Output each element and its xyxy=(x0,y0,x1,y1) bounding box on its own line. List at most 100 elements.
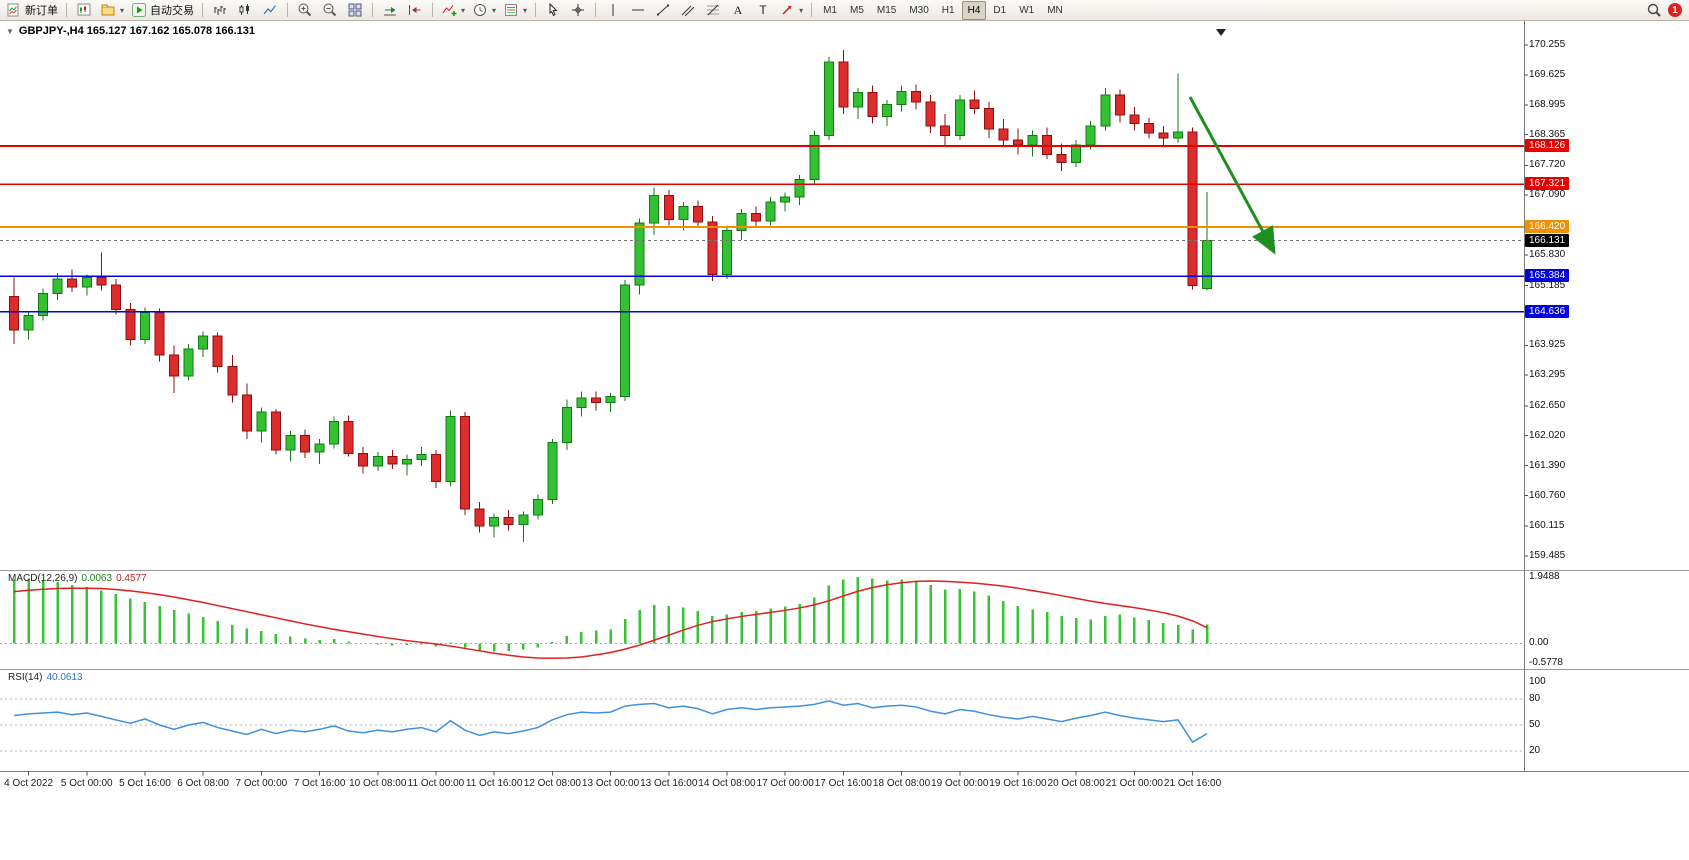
candle-body xyxy=(256,411,267,432)
time-axis-label: 6 Oct 08:00 xyxy=(177,778,229,789)
timeframe-button-h4[interactable]: H4 xyxy=(961,0,987,20)
candle-body xyxy=(1042,134,1053,155)
trendline-icon xyxy=(655,2,671,18)
macd-label: MACD(12,26,9) xyxy=(8,573,78,584)
text-label-button[interactable]: T xyxy=(751,0,775,20)
price-axis-label: 162.020 xyxy=(1529,429,1566,441)
price-axis-label: 160.760 xyxy=(1529,489,1566,501)
trendline-button[interactable] xyxy=(651,0,675,20)
candle-body xyxy=(67,278,78,288)
candle-body xyxy=(227,365,238,396)
candle-body xyxy=(314,443,325,453)
candle-body xyxy=(1187,131,1198,286)
candle-body xyxy=(547,441,558,500)
fibonacci-button[interactable] xyxy=(701,0,725,20)
timeframe-button-mn[interactable]: MN xyxy=(1047,4,1063,16)
rsi-line xyxy=(13,700,1208,744)
vertical-line-button[interactable] xyxy=(601,0,625,20)
periods-button[interactable]: ▾ xyxy=(469,0,499,20)
zoom-in-icon xyxy=(297,2,313,18)
bar-chart-button[interactable] xyxy=(208,0,232,20)
new-chart-icon xyxy=(76,2,92,18)
zoom-out-button[interactable] xyxy=(318,0,342,20)
new-order-button[interactable]: 新订单 xyxy=(3,0,61,20)
toolbar-buttons: 新订单 ▾ 自动交易 ▾ ▾ ▾ A T ▾ M1 M5 M15 M30 H1 H4 D1 W1 MN xyxy=(3,0,1069,20)
price-axis-label: 170.255 xyxy=(1529,39,1566,50)
candle-body xyxy=(780,196,791,203)
arrows-button[interactable]: ▾ xyxy=(776,0,806,20)
equidistant-channel-button[interactable] xyxy=(676,0,700,20)
arrows-icon xyxy=(779,2,795,18)
timeframe-button-m30[interactable]: M30 xyxy=(909,4,929,16)
notification-badge[interactable]: 1 xyxy=(1668,3,1682,17)
horizontal-line-button[interactable] xyxy=(626,0,650,20)
candle-body xyxy=(765,201,776,222)
price-axis-label: 163.295 xyxy=(1529,369,1566,381)
candle-body xyxy=(329,420,340,445)
time-axis-label: 21 Oct 00:00 xyxy=(1105,778,1163,789)
candle-body xyxy=(983,107,994,130)
time-axis-label: 19 Oct 00:00 xyxy=(931,778,989,789)
bars-icon xyxy=(212,2,228,18)
candle-body xyxy=(1071,144,1082,163)
fibonacci-icon xyxy=(705,2,721,18)
price-axis-label: 162.650 xyxy=(1529,399,1566,411)
candlestick-chart-button[interactable] xyxy=(233,0,257,20)
chart-shift-button[interactable] xyxy=(403,0,427,20)
candle-body xyxy=(882,104,892,117)
hline-price-tag[interactable]: 167.321 xyxy=(1525,177,1570,191)
templates-button[interactable]: ▾ xyxy=(500,0,530,20)
candle-body xyxy=(9,296,19,331)
profiles-button[interactable]: ▾ xyxy=(97,0,127,20)
cursor-button[interactable] xyxy=(541,0,565,20)
candle-body xyxy=(838,61,849,108)
caret-down-icon: ▾ xyxy=(492,5,497,15)
auto-scroll-button[interactable] xyxy=(378,0,402,20)
timeframe-button-m15[interactable]: M15 xyxy=(876,4,897,16)
timeframe-button-m1[interactable]: M1 xyxy=(823,4,837,16)
candle-body xyxy=(1114,94,1125,116)
timeframe-button-h1[interactable]: H1 xyxy=(941,4,955,16)
candle-body xyxy=(474,508,485,527)
hline-price-tag[interactable]: 168.126 xyxy=(1525,139,1570,152)
macd-title: MACD(12,26,9) 0.0063 0.4577 xyxy=(8,573,147,584)
time-axis-label: 12 Oct 08:00 xyxy=(523,778,581,789)
price-axis-label: 168.365 xyxy=(1529,128,1566,140)
hline-price-tag[interactable]: 164.636 xyxy=(1525,304,1570,318)
candle-body xyxy=(1173,131,1183,139)
collapse-triangle-icon[interactable]: ▼ xyxy=(6,26,14,36)
rsi-axis-label: 100 xyxy=(1529,676,1546,687)
toolbar-separator xyxy=(595,3,597,17)
indicators-button[interactable]: ▾ xyxy=(438,0,468,20)
hline-price-tag[interactable]: 165.384 xyxy=(1525,269,1570,283)
candle-body xyxy=(925,101,936,127)
time-axis-label: 5 Oct 16:00 xyxy=(119,778,171,789)
candle-body xyxy=(561,406,572,443)
candle-body xyxy=(736,213,747,231)
candle-body xyxy=(852,92,863,108)
tile-windows-button[interactable] xyxy=(343,0,367,20)
crosshair-button[interactable] xyxy=(566,0,590,20)
time-axis-label: 11 Oct 00:00 xyxy=(407,778,465,789)
svg-text:T: T xyxy=(759,3,767,17)
toolbar-separator xyxy=(202,3,204,17)
new-chart-button[interactable] xyxy=(72,0,96,20)
line-chart-button[interactable] xyxy=(258,0,282,20)
search-icon[interactable] xyxy=(1646,2,1662,18)
zoom-in-button[interactable] xyxy=(293,0,317,20)
tile-windows-icon xyxy=(347,2,363,18)
autotrading-button[interactable]: 自动交易 xyxy=(128,0,197,20)
price-axis-label: 165.185 xyxy=(1529,279,1566,291)
hline-price-tag[interactable]: 166.420 xyxy=(1525,219,1570,233)
candle-body xyxy=(503,516,514,525)
rsi-label: RSI(14) xyxy=(8,672,43,683)
candle-body xyxy=(1012,139,1023,146)
caret-down-icon: ▾ xyxy=(523,5,528,15)
timeframe-button-m5[interactable]: M5 xyxy=(849,4,864,16)
timeframe-button-w1[interactable]: W1 xyxy=(1019,4,1035,16)
text-button[interactable]: A xyxy=(726,0,750,20)
timeframe-button-d1[interactable]: D1 xyxy=(993,4,1007,16)
